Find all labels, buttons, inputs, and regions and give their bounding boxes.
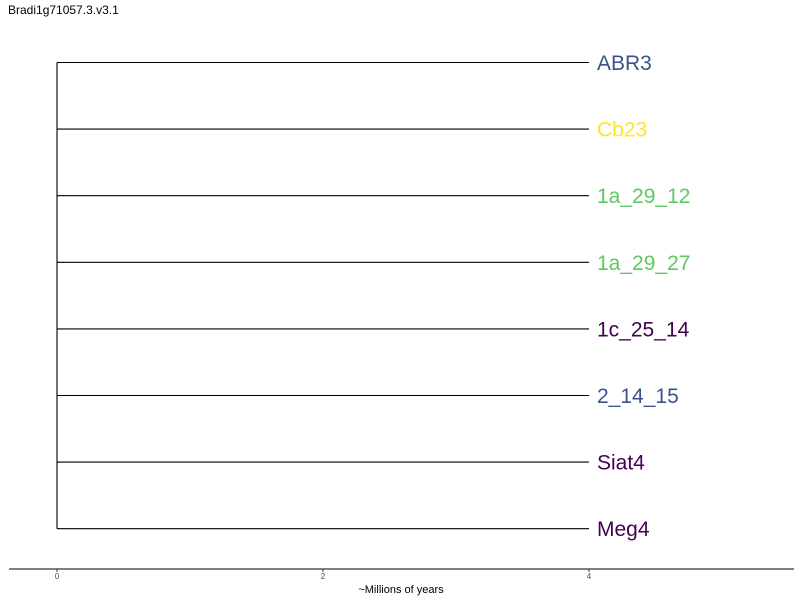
leaf-label: Cb23 (597, 119, 647, 142)
x-axis: 0 2 4 ~Millions of years (9, 568, 794, 596)
leaf-label: 1c_25_14 (597, 318, 690, 341)
leaf-label: 1a_29_12 (597, 185, 690, 208)
x-axis-title: ~Millions of years (358, 584, 444, 596)
x-tick-label: 2 (321, 572, 326, 581)
x-tick-label: 4 (587, 572, 592, 581)
x-tick-label: 0 (55, 572, 60, 581)
leaf-label: ABR3 (597, 52, 652, 75)
leaf-label: Meg4 (597, 518, 650, 541)
chart-title: Bradi1g71057.3.v3.1 (8, 3, 119, 17)
leaf-label: Siat4 (597, 452, 645, 475)
leaf-labels-layer: ABR3 Cb23 1a_29_12 1a_29_27 1c_25_14 2_14_15 S… (597, 52, 690, 541)
leaf-label: 1a_29_27 (597, 252, 690, 275)
leaf-label: 2_14_15 (597, 385, 679, 408)
x-axis-ticks: 0 2 4 (55, 569, 592, 581)
branches-layer (56, 61, 589, 530)
